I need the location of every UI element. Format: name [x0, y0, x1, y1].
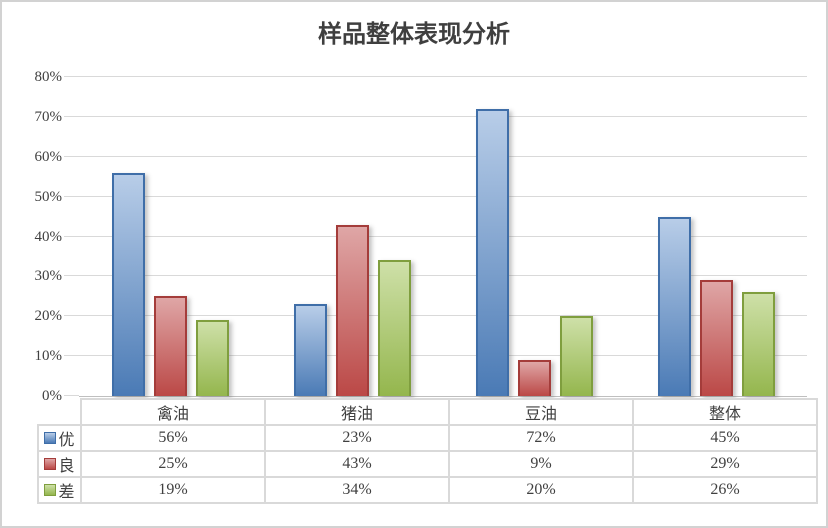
table-header-row: 禽油 猪油 豆油 整体 [38, 398, 818, 426]
y-tick-mark [64, 315, 79, 317]
bar-good-禽油 [153, 296, 187, 396]
value-cell: 29% [632, 450, 818, 478]
y-tick-mark [64, 355, 79, 357]
legend-key-poor-icon [44, 484, 57, 496]
table-row: 良 25% 43% 9% 29% [37, 450, 818, 478]
bar-poor-整体 [741, 292, 775, 396]
legend-entry: 差 [39, 478, 80, 502]
y-tick-label: 0% [42, 388, 62, 404]
gridline [79, 155, 807, 157]
table-row: 差 19% 34% 20% 26% [37, 476, 818, 504]
gridline [79, 195, 807, 197]
y-tick-label: 30% [34, 268, 63, 285]
legend-label: 差 [58, 484, 75, 501]
gridline [79, 235, 807, 237]
bar-good-猪油 [335, 224, 369, 396]
bar-poor-禽油 [195, 320, 229, 396]
y-tick-label: 40% [34, 228, 63, 245]
y-tick-label: 80% [34, 69, 63, 85]
value-cell: 20% [448, 476, 634, 504]
legend-cell: 良 [37, 450, 82, 478]
y-tick-mark [64, 395, 79, 396]
gridline [79, 115, 807, 117]
data-table: 禽油 猪油 豆油 整体优 56% 23% 72% 45% 良 25% 43% 9% 29% 差 19% 34%… [37, 398, 818, 504]
legend-entry: 优 [39, 426, 80, 450]
legend-cell: 差 [37, 476, 82, 504]
category-header-cell: 猪油 [264, 398, 450, 426]
gridline [79, 76, 807, 77]
bar-poor-豆油 [559, 316, 593, 396]
bar-excellent-整体 [657, 216, 691, 396]
y-tick-label: 70% [34, 108, 63, 125]
legend-key-good-icon [44, 458, 57, 470]
value-cell: 56% [80, 424, 266, 452]
value-cell: 45% [632, 424, 818, 452]
value-cell: 9% [448, 450, 634, 478]
y-tick-mark [64, 275, 79, 277]
y-tick-mark [64, 195, 79, 197]
table-corner-cell [38, 399, 81, 425]
legend-label: 良 [58, 458, 75, 475]
legend-entry: 良 [39, 452, 80, 476]
value-cell: 23% [264, 424, 450, 452]
bar-poor-猪油 [377, 260, 411, 396]
plot-area [79, 76, 807, 397]
value-cell: 19% [80, 476, 266, 504]
gridline [79, 355, 807, 357]
gridline [79, 315, 807, 317]
chart-title: 样品整体表现分析 [318, 22, 510, 48]
category-header-cell: 整体 [632, 398, 818, 426]
value-cell: 34% [264, 476, 450, 504]
value-cell: 43% [264, 450, 450, 478]
y-axis: 0% 10% 20% 30% 40% 50% 60% 70% 80% [2, 69, 79, 404]
y-tick-mark [64, 76, 79, 77]
legend-label: 优 [58, 432, 75, 449]
table-row: 优 56% 23% 72% 45% [37, 424, 818, 452]
y-tick-mark [64, 155, 79, 157]
bar-excellent-禽油 [111, 172, 145, 396]
y-tick-label: 10% [34, 348, 63, 365]
y-tick-mark [64, 115, 79, 117]
y-tick-label: 20% [34, 308, 63, 325]
y-tick-mark [64, 235, 79, 237]
legend-key-excellent-icon [44, 432, 57, 444]
value-cell: 25% [80, 450, 266, 478]
category-header-cell: 豆油 [448, 398, 634, 426]
bar-good-整体 [699, 280, 733, 396]
bar-excellent-猪油 [293, 304, 327, 396]
bar-excellent-豆油 [475, 108, 509, 396]
category-header-cell: 禽油 [80, 398, 266, 426]
y-tick-label: 50% [34, 188, 63, 205]
bar-good-豆油 [517, 360, 551, 396]
value-cell: 72% [448, 424, 634, 452]
legend-cell: 优 [37, 424, 82, 452]
value-cell: 26% [632, 476, 818, 504]
gridline [79, 275, 807, 277]
y-tick-label: 60% [34, 148, 63, 165]
